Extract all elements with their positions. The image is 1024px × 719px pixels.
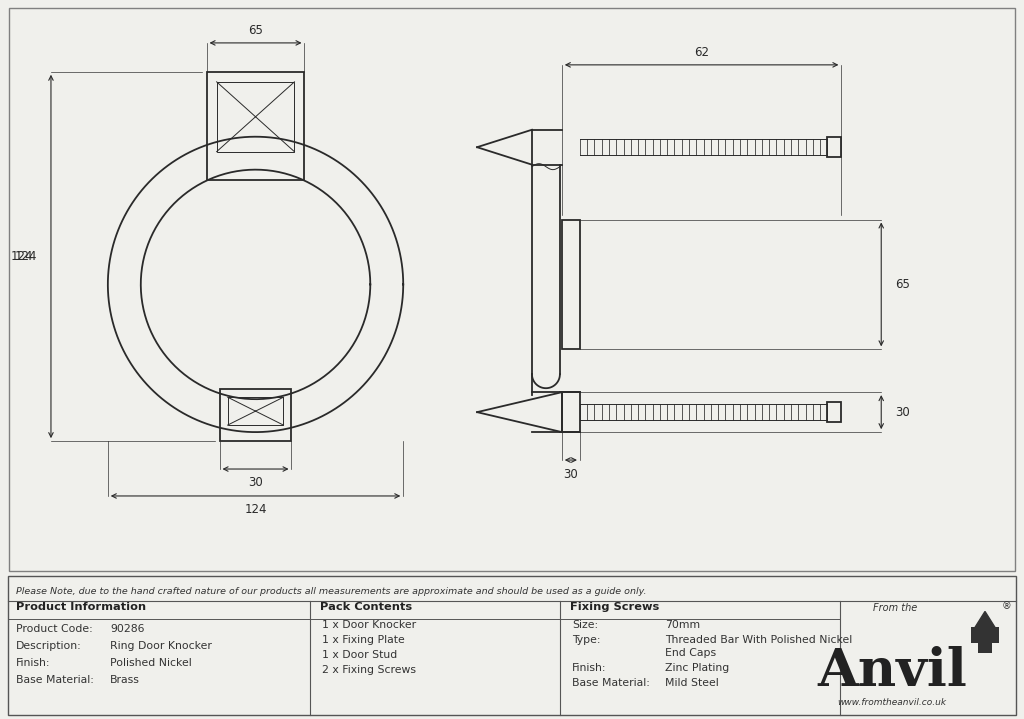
Text: Threaded Bar With Polished Nickel: Threaded Bar With Polished Nickel [665,636,852,646]
Text: 1 x Fixing Plate: 1 x Fixing Plate [322,636,404,646]
Text: 70mm: 70mm [665,620,700,631]
Bar [217,82,295,152]
Text: Finish:: Finish: [572,663,606,673]
Text: Type:: Type: [572,636,600,646]
Text: Description:: Description: [16,641,82,651]
Text: ®: ® [1002,602,1012,611]
Text: 30: 30 [895,406,910,418]
Text: Brass: Brass [110,675,140,685]
Text: 65: 65 [895,278,910,291]
Text: 124: 124 [10,250,33,263]
Text: www.fromtheanvil.co.uk: www.fromtheanvil.co.uk [838,698,946,707]
Text: 1 x Door Knocker: 1 x Door Knocker [322,620,416,631]
Text: 62: 62 [694,47,709,60]
Text: Product Information: Product Information [16,603,146,613]
Bar [219,389,292,441]
Text: Ring Door Knocker: Ring Door Knocker [110,641,212,651]
Text: 2 x Fixing Screws: 2 x Fixing Screws [322,665,416,675]
Bar [562,392,580,432]
Text: 65: 65 [248,24,263,37]
Bar [227,397,284,425]
Bar [562,219,580,349]
Text: 124: 124 [14,250,37,263]
Text: 30: 30 [563,467,579,480]
Text: Please Note, due to the hand crafted nature of our products all measurements are: Please Note, due to the hand crafted nat… [16,587,646,596]
Text: Size:: Size: [572,620,598,631]
Text: Pack Contents: Pack Contents [319,603,412,613]
Text: 124: 124 [245,503,267,516]
Text: From the: From the [872,603,918,613]
Text: 30: 30 [248,477,263,490]
Polygon shape [975,611,995,628]
Bar [827,402,842,422]
Text: Base Material:: Base Material: [16,675,94,685]
Bar [971,628,999,644]
Text: Product Code:: Product Code: [16,624,93,634]
Bar [978,641,992,654]
Text: Fixing Screws: Fixing Screws [570,603,659,613]
Text: Finish:: Finish: [16,658,50,668]
Text: Anvil: Anvil [817,646,967,697]
Text: End Caps: End Caps [665,649,716,659]
Bar [207,72,304,180]
Text: Polished Nickel: Polished Nickel [110,658,191,668]
Bar [827,137,842,157]
Text: Zinc Plating: Zinc Plating [665,663,729,673]
Text: 90286: 90286 [110,624,144,634]
Text: Base Material:: Base Material: [572,678,650,688]
Text: 1 x Door Stud: 1 x Door Stud [322,650,397,660]
Text: Mild Steel: Mild Steel [665,678,719,688]
